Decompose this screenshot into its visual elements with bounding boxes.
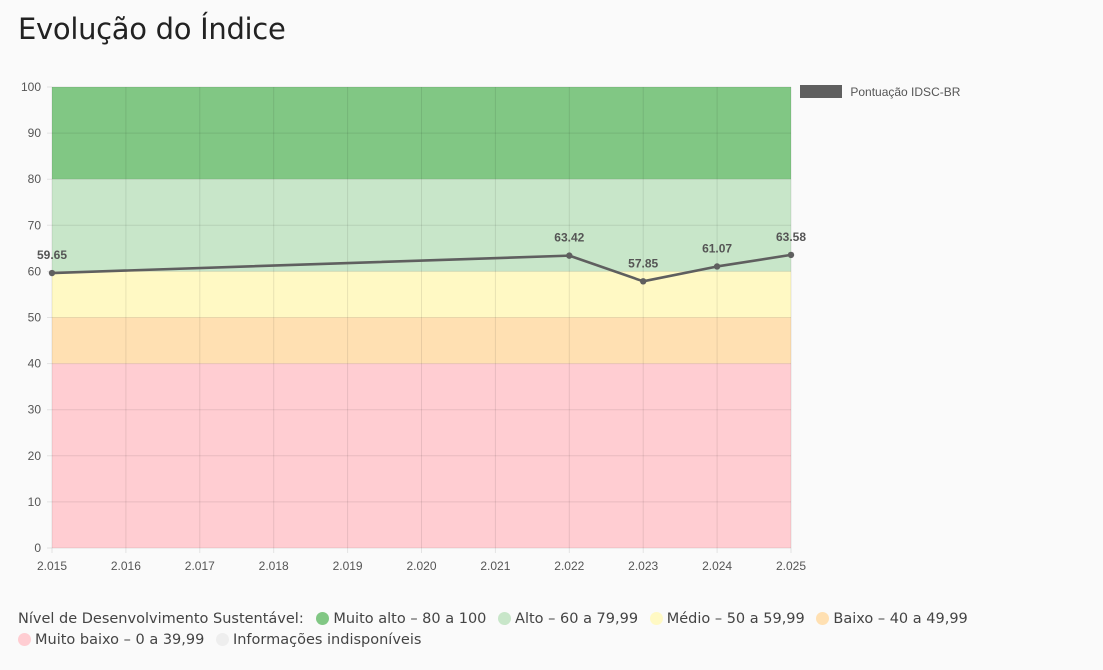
data-label: 63.42 [554,231,584,245]
y-tick-label: 20 [28,449,42,463]
legend-item-label: Informações indisponíveis [232,632,422,648]
x-tick-label: 2.021 [480,559,510,573]
legend-item-label: Alto – 60 a 79,99 [515,611,639,627]
x-tick-label: 2.020 [406,559,436,573]
x-tick-label: 2.017 [185,559,215,573]
data-point [787,251,795,259]
legend-dot [498,612,512,625]
y-tick-label: 90 [28,126,42,140]
series-legend-label: Pontuação IDSC-BR [850,85,961,99]
data-label: 61.07 [702,241,732,255]
legend-item-label: Baixo – 40 a 49,99 [833,611,968,627]
legend-item-label: Médio – 50 a 59,99 [666,611,805,627]
x-tick-label: 2.016 [111,559,141,573]
legend-item-muito-alto: Muito alto – 80 a 100 [316,609,486,630]
legend-item-baixo: Baixo – 40 a 49,99 [816,609,968,630]
legend-dot [215,633,229,646]
legend-dot [649,612,663,625]
line-chart: 0 10 20 30 40 50 60 70 80 90 100 2.015 2.016 2.017 2.0… [21,80,806,573]
y-tick-label: 100 [21,80,41,94]
x-tick-label: 2.024 [702,559,732,573]
x-tick-label: 2.022 [554,559,584,573]
legend-item-muito-baixo: Muito baixo – 0 a 39,99 [18,630,204,651]
y-tick-label: 0 [34,541,41,555]
y-tick-label: 10 [28,495,42,509]
page-title: Evolução do Índice [18,12,286,46]
data-point [640,278,647,285]
x-tick-label: 2.023 [628,559,658,573]
series-legend[interactable]: Pontuação IDSC-BR [800,85,960,99]
legend-dot [18,633,31,646]
legend-item-indisponivel: Informações indisponíveis [215,630,422,651]
legend-dot [816,612,830,625]
band-0-40 [52,363,791,548]
band-40-50 [52,317,791,364]
y-tick-label: 40 [28,357,42,371]
legend-item-medio: Médio – 50 a 59,99 [649,609,805,630]
x-tick-label: 2.015 [37,559,67,573]
data-point [566,252,573,259]
data-label: 59.65 [37,248,67,262]
data-point [713,263,721,270]
x-tick-label: 2.018 [259,559,289,573]
y-tick-label: 30 [28,403,42,417]
series-legend-swatch [800,85,842,98]
y-tick-label: 60 [28,264,42,278]
band-50-60 [52,271,791,318]
legend-item-label: Muito alto – 80 a 100 [333,611,487,627]
x-tick-label: 2.019 [333,559,363,573]
y-tick-label: 70 [28,218,42,232]
y-tick-label: 50 [28,311,42,325]
data-point [48,269,56,277]
data-label: 63.58 [776,230,806,244]
y-tick-label: 80 [28,172,42,186]
band-80-100 [52,87,791,180]
legend-item-alto: Alto – 60 a 79,99 [498,609,638,630]
legend-dot [316,612,330,625]
data-label: 57.85 [628,256,658,270]
band-60-80 [52,179,791,272]
level-legend: Nível de Desenvolvimento Sustentável: Mu… [18,609,1098,651]
x-tick-label: 2.025 [776,559,806,573]
legend-item-label: Muito baixo – 0 a 39,99 [35,632,205,648]
level-legend-label: Nível de Desenvolvimento Sustentável: [18,611,304,627]
